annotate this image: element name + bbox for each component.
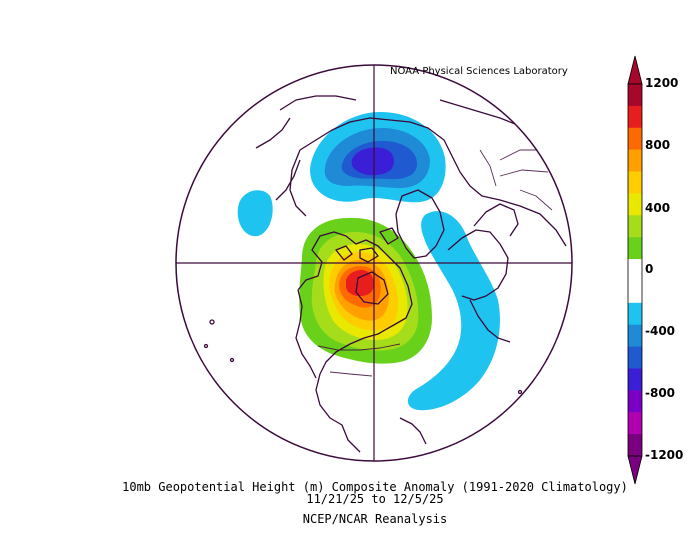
colorbar-tick-label: 800 <box>645 138 671 152</box>
colorbar-tick-label: -800 <box>645 386 676 400</box>
colorbar-arrow-top <box>627 55 643 85</box>
colorbar-swatch <box>628 302 642 326</box>
colorbar-swatch <box>628 171 642 194</box>
colorbar-border <box>627 83 643 457</box>
colorbar-tick-label: 0 <box>645 262 654 276</box>
colorbar-tick-label: -400 <box>645 324 676 338</box>
colorbar-swatch <box>628 193 642 216</box>
globe-border <box>175 64 573 462</box>
colorbar-swatch <box>628 280 642 304</box>
caption-title: 10mb Geopotential Height (m) Composite A… <box>122 480 628 494</box>
coastlines <box>203 95 569 453</box>
colorbar-swatch <box>628 237 642 260</box>
caption-source: NCEP/NCAR Reanalysis <box>302 512 448 526</box>
colorbar-swatch <box>628 324 642 348</box>
colorbar-swatch <box>628 346 642 369</box>
colorbar-swatch <box>628 412 642 435</box>
colorbar-tick-label: -1200 <box>645 448 684 462</box>
borders <box>317 149 553 377</box>
colorbar-tick-label: 400 <box>645 201 671 215</box>
colorbar-swatch <box>628 84 642 107</box>
colorbar-swatch <box>628 390 642 413</box>
colorbar-tick-label: 1200 <box>645 76 679 90</box>
colorbar-swatch <box>628 215 642 238</box>
colorbar-swatch <box>628 105 642 129</box>
colorbar <box>627 55 643 485</box>
colorbar-swatch <box>628 434 642 457</box>
anomaly-canada-positive <box>299 217 432 364</box>
colorbar-swatch <box>628 259 642 282</box>
lab-label: NOAA Physical Sciences Laboratory <box>390 66 568 77</box>
colorbar-swatch <box>628 149 642 173</box>
colorbar-swatch <box>628 368 642 391</box>
colorbar-swatch <box>628 127 642 151</box>
anomaly-siberia-negative <box>310 112 446 203</box>
anomaly-atlantic-negative <box>407 211 500 411</box>
anomaly-pacific-negative <box>237 190 273 237</box>
caption-period: 11/21/25 to 12/5/25 <box>306 492 444 506</box>
